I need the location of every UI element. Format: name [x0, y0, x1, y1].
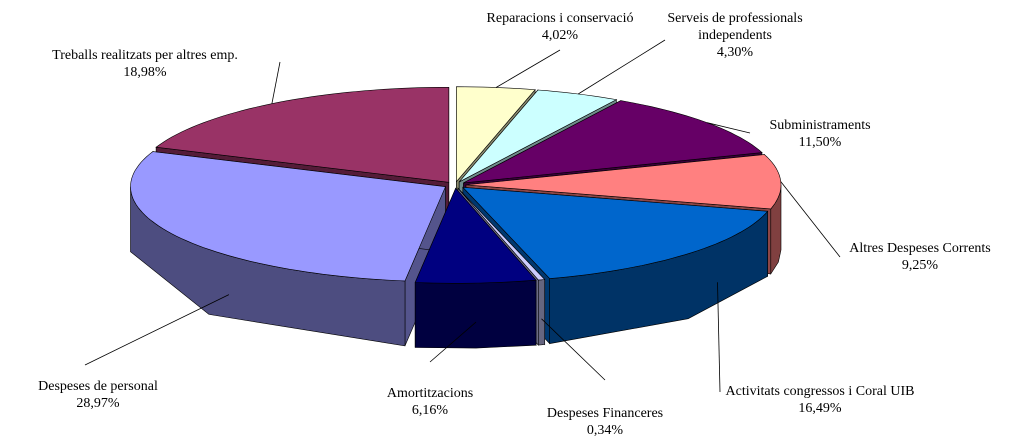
slice-name: Treballs realitzats per altres emp.	[52, 48, 238, 63]
slice-value: 18,98%	[123, 65, 167, 80]
slice-label: Reparacions i conservació 4,02%	[487, 10, 634, 44]
slice-value: 16,49%	[798, 401, 842, 416]
slice-label: Treballs realitzats per altres emp. 18,98…	[52, 47, 238, 81]
slice-name: Despeses Financeres	[546, 406, 664, 421]
leader-line	[84, 294, 230, 366]
slice-value: 9,25%	[901, 258, 939, 273]
slice-name: Amortitzacions	[386, 386, 474, 401]
leader-line	[577, 39, 666, 95]
leader-line	[717, 282, 721, 393]
slice-label: Despeses Financeres 0,34%	[547, 405, 663, 439]
leader-line	[541, 318, 606, 381]
leader-line	[271, 61, 281, 104]
slice-label: Despeses de personal 28,97%	[38, 378, 158, 412]
pie-slice	[463, 100, 763, 184]
pie-slice	[457, 187, 546, 281]
pie-slice	[130, 151, 446, 282]
slice-label: Amortitzacions 6,16%	[387, 385, 473, 419]
slice-label: Altres Despeses Corrents 9,25%	[849, 240, 991, 274]
slice-value: 6,16%	[411, 403, 449, 418]
leader-line	[495, 49, 561, 88]
slice-side	[414, 279, 537, 349]
leader-line	[780, 181, 841, 258]
pie-slice	[462, 186, 769, 279]
slice-name: Despeses de personal	[38, 379, 158, 394]
slice-value: 11,50%	[798, 135, 842, 150]
slice-label: Activitats congressos i Coral UIB 16,49%	[726, 383, 915, 417]
slice-name: Activitats congressos i Coral UIB	[725, 384, 915, 399]
slice-value: 4,02%	[541, 28, 579, 43]
pie-slice	[456, 86, 536, 183]
slice-name: Subministraments	[769, 118, 871, 133]
pie-slice	[414, 187, 537, 284]
slice-value: 0,34%	[586, 423, 624, 438]
slice-label: Subministraments 11,50%	[769, 117, 870, 151]
slice-label: Serveis de professionals independents 4,3…	[640, 10, 830, 61]
slice-value: 28,97%	[76, 396, 120, 411]
slice-name: Altres Despeses Corrents	[849, 241, 991, 256]
leader-line	[429, 321, 477, 363]
slice-side	[538, 279, 545, 346]
slice-value: 4,30%	[716, 45, 754, 60]
leader-line	[707, 122, 751, 134]
slice-name: Serveis de professionals independents	[667, 11, 803, 43]
slice-name: Reparacions i conservació	[486, 11, 634, 26]
